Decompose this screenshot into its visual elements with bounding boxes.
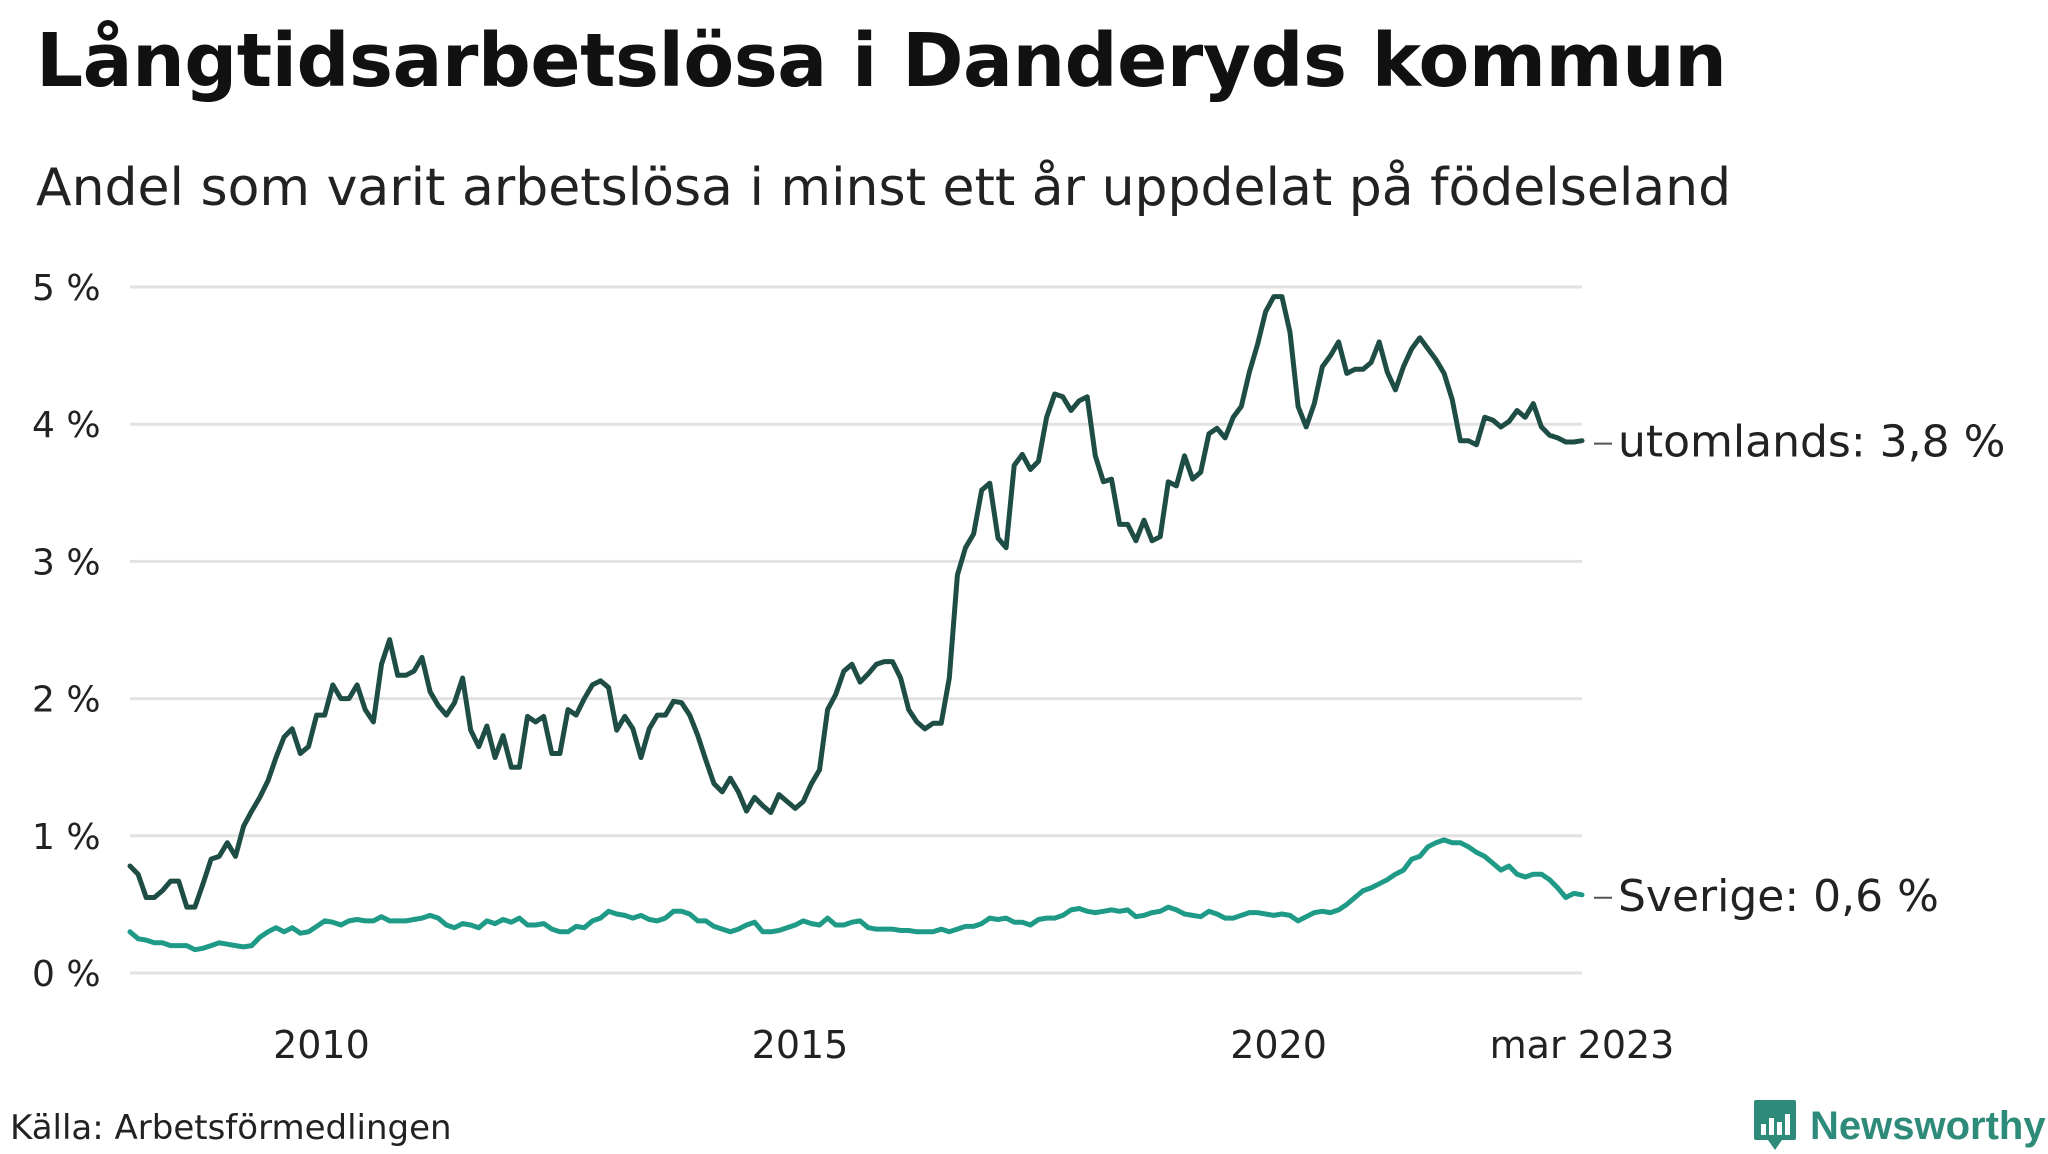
y-tick-label: 2 % [32,680,101,721]
series-label-utomlands: utomlands: 3,8 % [1618,417,2005,468]
x-tick-label: 2015 [752,1023,849,1067]
brand-logo: Newsworthy [1752,1098,2046,1154]
series-line-sverige [127,837,1585,953]
y-tick-label: 5 % [32,268,101,309]
chart-subtitle: Andel som varit arbetslösa i minst ett å… [36,158,1732,218]
source-note: Källa: Arbetsförmedlingen [10,1108,452,1148]
x-tick-label: 2010 [273,1023,370,1067]
y-tick-label: 4 % [32,405,101,446]
y-tick-label: 1 % [32,817,101,858]
y-axis-ticks: 0 % 1 % 2 % 3 % 4 % 5 % [32,268,101,995]
y-tick-label: 3 % [32,542,101,583]
series-line-utomlands [127,294,1585,910]
y-tick-label: 0 % [32,954,101,995]
x-tick-label: 2020 [1230,1023,1327,1067]
series-labels: utomlands: 3,8 % Sverige: 0,6 % [1594,417,2005,922]
series-label-sverige: Sverige: 0,6 % [1618,871,1939,922]
chart-title: Långtidsarbetslösa i Danderyds kommun [36,18,1727,104]
grid-lines [130,285,1582,975]
series-lines [127,294,1585,953]
x-axis-ticks: 2010 2015 2020 mar 2023 [273,1023,1674,1067]
x-tick-label: mar 2023 [1490,1023,1675,1067]
newsworthy-logo-icon [1754,1100,1796,1150]
brand-name: Newsworthy [1810,1103,2046,1148]
